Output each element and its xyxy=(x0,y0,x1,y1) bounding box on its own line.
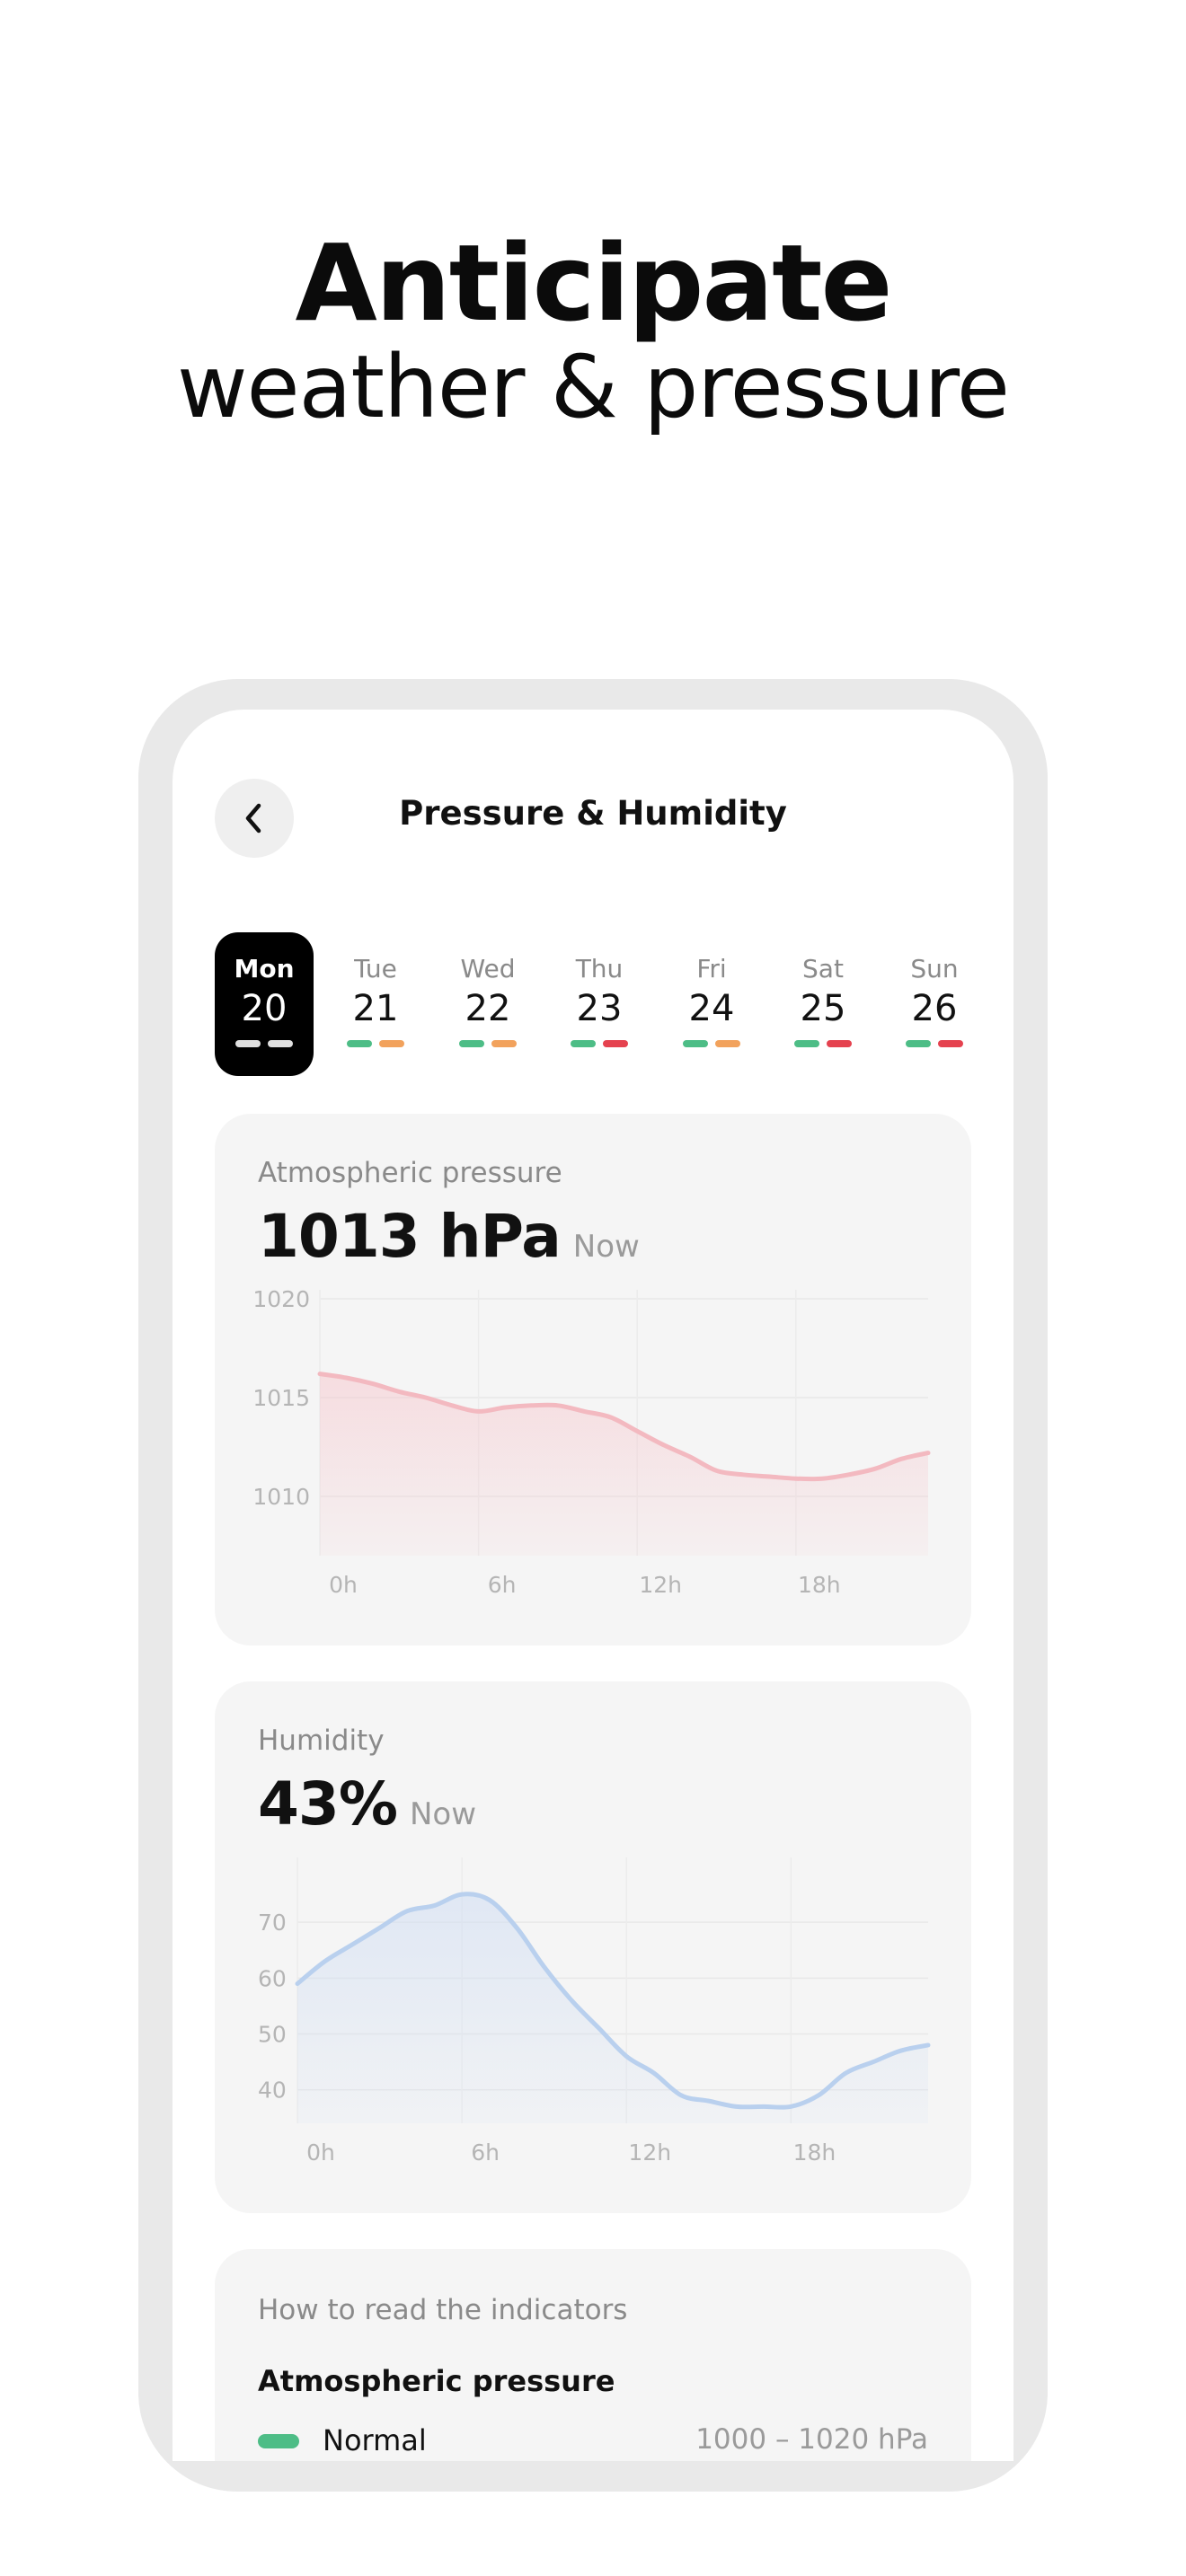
x-tick-label: 0h xyxy=(329,1572,358,1598)
day-fri[interactable]: Fri 24 xyxy=(662,932,761,1076)
day-number: 26 xyxy=(911,988,958,1029)
x-tick-label: 12h xyxy=(628,2139,671,2166)
indicator-dot xyxy=(794,1040,819,1047)
legend-section-title: Atmospheric pressure xyxy=(258,2364,615,2398)
indicator-dot xyxy=(715,1040,740,1047)
day-name: Sat xyxy=(802,954,844,984)
indicator-dot xyxy=(906,1040,931,1047)
y-tick-label: 50 xyxy=(258,2022,287,2048)
pressure-now: Now xyxy=(572,1229,640,1265)
series-line xyxy=(295,1892,931,2110)
pressure-value: 1013 hPa Now xyxy=(258,1202,640,1271)
y-tick-label: 40 xyxy=(258,2078,287,2104)
indicator-dot xyxy=(603,1040,628,1047)
y-tick-label: 70 xyxy=(258,1910,287,1936)
pressure-chart: 1010 1015 1020 0h 6h 12h 18h xyxy=(252,1286,931,1598)
indicator-dot xyxy=(683,1040,708,1047)
day-wed[interactable]: Wed 22 xyxy=(438,932,537,1076)
x-tick-label: 0h xyxy=(306,2139,335,2166)
legend-row-range: 1000 – 1020 hPa xyxy=(695,2423,928,2456)
day-number: 24 xyxy=(688,988,735,1029)
chevron-left-icon xyxy=(245,803,261,834)
humidity-label: Humidity xyxy=(258,1725,385,1757)
day-number: 20 xyxy=(241,988,288,1029)
day-number: 21 xyxy=(352,988,399,1029)
indicator-dot xyxy=(459,1040,484,1047)
humidity-now: Now xyxy=(409,1796,477,1832)
series-line xyxy=(317,1372,931,1482)
humidity-chart: 40 50 60 70 0h 6h 12h 18h xyxy=(258,1857,931,2166)
day-sun[interactable]: Sun 26 xyxy=(885,932,984,1076)
day-name: Fri xyxy=(696,954,727,984)
day-thu[interactable]: Thu 23 xyxy=(550,932,649,1076)
indicator-dot xyxy=(268,1040,293,1047)
series-area xyxy=(297,1893,928,2123)
day-name: Thu xyxy=(575,954,624,984)
hero-subtitle: weather & pressure xyxy=(177,337,1010,437)
legend-title: How to read the indicators xyxy=(258,2294,628,2326)
legend-swatch xyxy=(258,2434,299,2448)
pressure-label: Atmospheric pressure xyxy=(258,1157,562,1189)
day-indicators xyxy=(326,1040,425,1047)
humidity-value-text: 43% xyxy=(258,1769,398,1839)
phone-screen: Pressure & Humidity Mon 20 Tue 21 Wed 22 Thu 23… xyxy=(173,710,1013,2461)
legend-card: How to read the indicators Atmospheric p… xyxy=(215,2249,971,2461)
series-area xyxy=(320,1373,928,1556)
day-number: 25 xyxy=(800,988,846,1029)
y-tick-label: 1010 xyxy=(252,1484,310,1510)
x-tick-label: 18h xyxy=(793,2139,836,2166)
day-indicators xyxy=(885,1040,984,1047)
indicator-dot xyxy=(347,1040,372,1047)
x-tick-label: 18h xyxy=(798,1572,841,1598)
y-tick-label: 1015 xyxy=(252,1385,310,1411)
back-button[interactable] xyxy=(215,779,294,858)
day-name: Wed xyxy=(460,954,516,984)
day-number: 22 xyxy=(465,988,511,1029)
legend-row-name: Normal xyxy=(323,2423,427,2457)
day-mon[interactable]: Mon 20 xyxy=(215,932,314,1076)
screen-title: Pressure & Humidity xyxy=(399,794,787,833)
y-tick-label: 60 xyxy=(258,1965,287,1991)
indicator-dot xyxy=(571,1040,596,1047)
pressure-value-text: 1013 hPa xyxy=(258,1202,562,1271)
indicator-dot xyxy=(491,1040,517,1047)
hero: Anticipate weather & pressure xyxy=(0,225,1186,437)
day-tue[interactable]: Tue 21 xyxy=(326,932,425,1076)
day-indicators xyxy=(215,1040,314,1047)
y-tick-label: 1020 xyxy=(252,1286,310,1312)
hero-title: Anticipate xyxy=(295,221,892,345)
indicator-dot xyxy=(235,1040,261,1047)
day-name: Sun xyxy=(910,954,959,984)
day-selector: Mon 20 Tue 21 Wed 22 Thu 23 Fri 24 Sat 25 Sun 26 xyxy=(215,932,971,1076)
day-number: 23 xyxy=(576,988,623,1029)
x-tick-label: 12h xyxy=(639,1572,682,1598)
day-sat[interactable]: Sat 25 xyxy=(774,932,872,1076)
day-indicators xyxy=(774,1040,872,1047)
x-tick-label: 6h xyxy=(488,1572,517,1598)
indicator-dot xyxy=(379,1040,404,1047)
day-name: Tue xyxy=(354,954,397,984)
day-indicators xyxy=(438,1040,537,1047)
indicator-dot xyxy=(938,1040,963,1047)
x-tick-label: 6h xyxy=(471,2139,500,2166)
day-indicators xyxy=(662,1040,761,1047)
humidity-value: 43% Now xyxy=(258,1769,476,1839)
pressure-card: Atmospheric pressure 1013 hPa Now 1010 101… xyxy=(215,1114,971,1645)
indicator-dot xyxy=(827,1040,852,1047)
day-indicators xyxy=(550,1040,649,1047)
legend-row: Normal 1000 – 1020 hPa xyxy=(258,2420,928,2461)
day-name: Mon xyxy=(234,954,295,984)
humidity-card: Humidity 43% Now 40 50 60 70 0h 6h 12h 18h xyxy=(215,1681,971,2213)
